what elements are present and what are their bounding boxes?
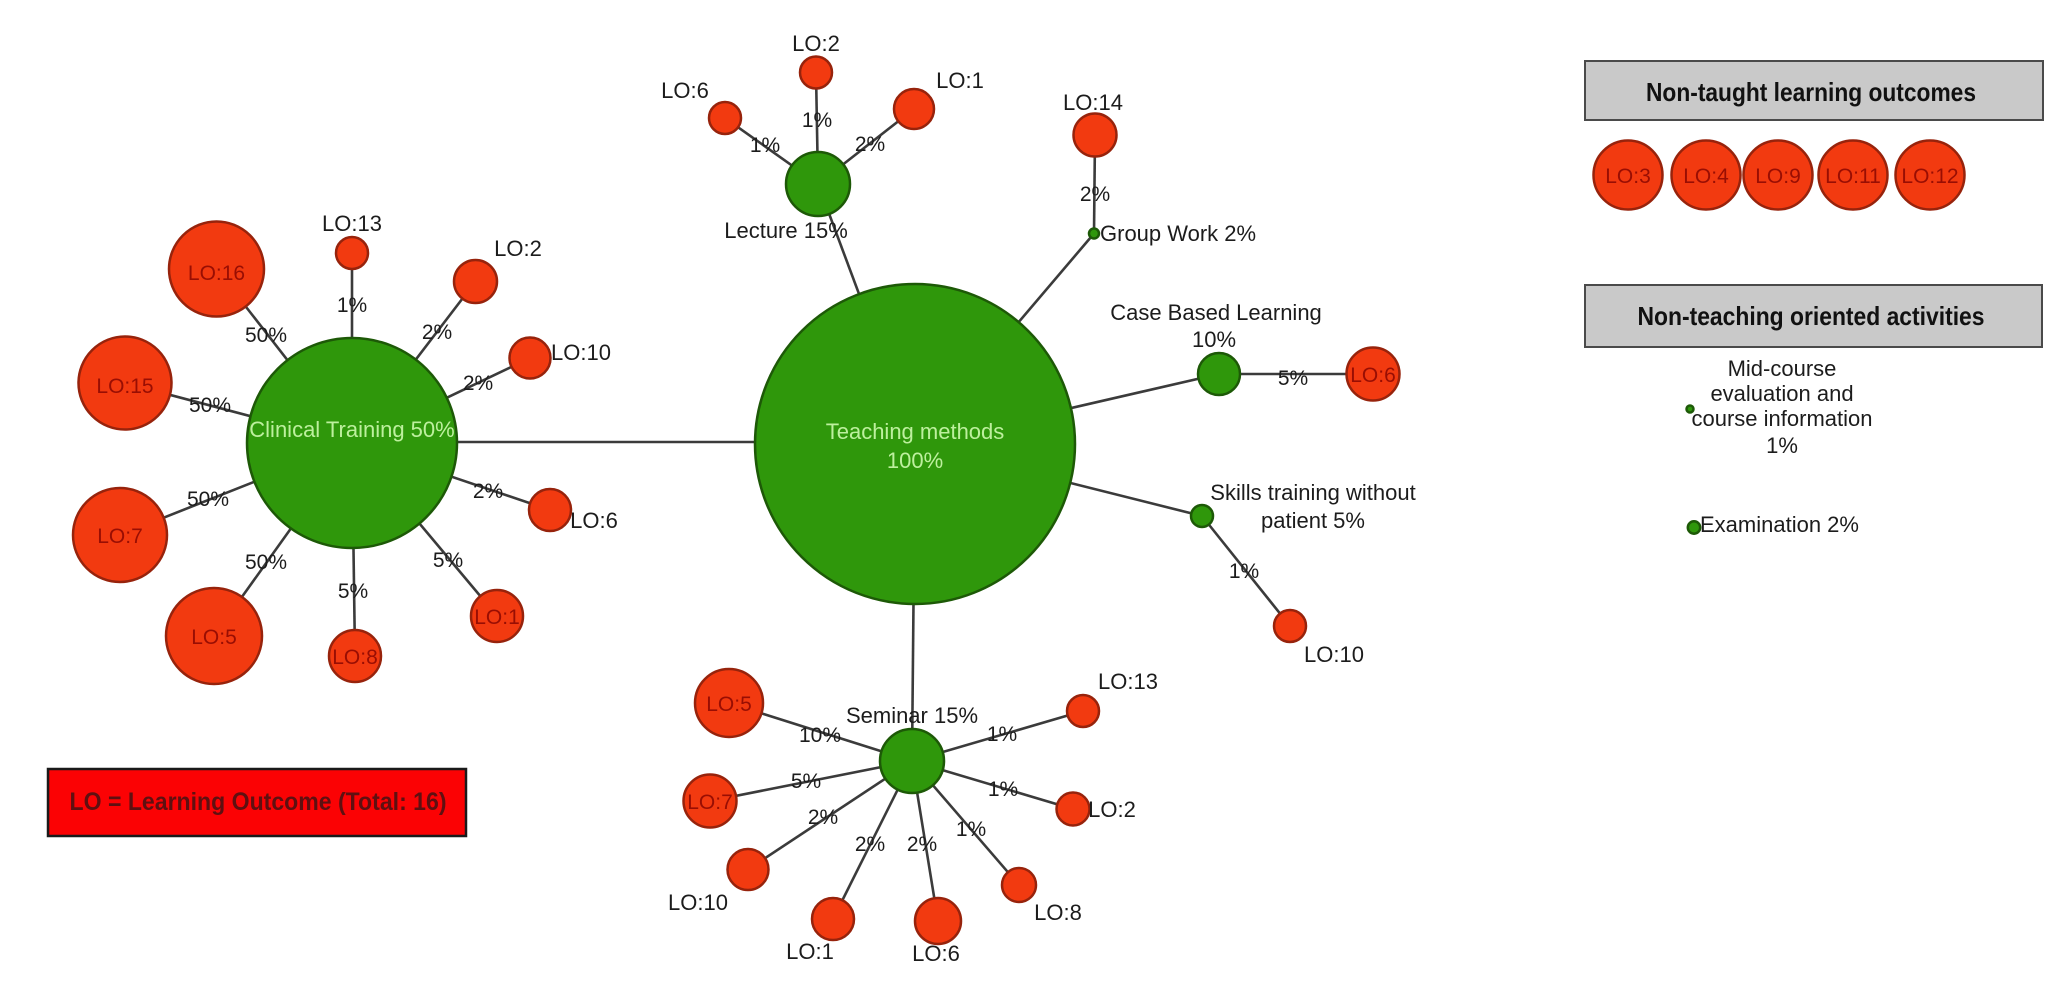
- svg-text:2%: 2%: [463, 372, 493, 395]
- svg-text:Non-taught learning outcomes: Non-taught learning outcomes: [1646, 77, 1976, 107]
- svg-text:Examination 2%: Examination 2%: [1700, 512, 1859, 537]
- svg-text:LO:10: LO:10: [551, 340, 611, 365]
- svg-text:2%: 2%: [808, 806, 838, 829]
- svg-text:LO:7: LO:7: [687, 791, 733, 814]
- svg-text:Non-teaching oriented activiti: Non-teaching oriented activities: [1638, 301, 1985, 331]
- svg-text:LO:15: LO:15: [96, 375, 153, 398]
- svg-text:LO:6: LO:6: [570, 508, 618, 533]
- svg-text:LO:10: LO:10: [1304, 642, 1364, 667]
- svg-text:LO:2: LO:2: [494, 236, 542, 261]
- svg-text:LO:1: LO:1: [936, 68, 984, 93]
- svg-text:1%: 1%: [988, 778, 1018, 801]
- svg-text:1%: 1%: [987, 723, 1017, 746]
- svg-text:LO:1: LO:1: [474, 606, 520, 629]
- svg-text:100%: 100%: [887, 448, 943, 473]
- svg-text:5%: 5%: [433, 549, 463, 572]
- svg-text:1%: 1%: [956, 818, 986, 841]
- svg-text:Seminar 15%: Seminar 15%: [846, 703, 978, 728]
- svg-text:LO:5: LO:5: [191, 626, 237, 649]
- svg-text:LO:8: LO:8: [332, 646, 378, 669]
- svg-text:LO:9: LO:9: [1755, 165, 1801, 188]
- svg-text:50%: 50%: [245, 551, 287, 574]
- svg-text:5%: 5%: [791, 770, 821, 793]
- svg-text:5%: 5%: [1278, 367, 1308, 390]
- svg-text:LO:11: LO:11: [1825, 165, 1881, 188]
- svg-text:1%: 1%: [1766, 433, 1798, 458]
- svg-text:5%: 5%: [338, 580, 368, 603]
- svg-text:10%: 10%: [1192, 327, 1236, 352]
- svg-text:LO:1: LO:1: [786, 939, 834, 964]
- svg-text:LO:7: LO:7: [97, 525, 143, 548]
- svg-text:LO:14: LO:14: [1063, 90, 1123, 115]
- svg-text:Group Work 2%: Group Work 2%: [1100, 221, 1256, 246]
- svg-text:2%: 2%: [422, 321, 452, 344]
- svg-text:LO:4: LO:4: [1683, 165, 1729, 188]
- svg-text:patient 5%: patient 5%: [1261, 508, 1365, 533]
- svg-text:50%: 50%: [245, 324, 287, 347]
- svg-text:LO:3: LO:3: [1605, 165, 1651, 188]
- svg-text:2%: 2%: [473, 480, 503, 503]
- svg-text:LO:2: LO:2: [792, 31, 840, 56]
- svg-text:Mid-course: Mid-course: [1728, 356, 1837, 381]
- svg-text:2%: 2%: [1080, 183, 1110, 206]
- svg-text:1%: 1%: [337, 294, 367, 317]
- svg-text:Clinical Training 50%: Clinical Training 50%: [249, 417, 454, 442]
- svg-text:LO:8: LO:8: [1034, 900, 1082, 925]
- svg-text:LO = Learning Outcome (Total:: LO = Learning Outcome (Total: 16): [70, 788, 447, 816]
- svg-text:2%: 2%: [855, 833, 885, 856]
- svg-text:1%: 1%: [750, 134, 780, 157]
- svg-text:10%: 10%: [799, 724, 841, 747]
- svg-text:Lecture 15%: Lecture 15%: [724, 218, 848, 243]
- svg-text:LO:2: LO:2: [1088, 797, 1136, 822]
- svg-text:50%: 50%: [187, 488, 229, 511]
- svg-text:2%: 2%: [907, 833, 937, 856]
- svg-text:1%: 1%: [1229, 560, 1259, 583]
- svg-text:LO:6: LO:6: [1350, 364, 1396, 387]
- svg-text:Case Based Learning: Case Based Learning: [1110, 300, 1322, 325]
- svg-text:LO:10: LO:10: [668, 890, 728, 915]
- svg-text:LO:5: LO:5: [706, 693, 752, 716]
- svg-text:evaluation and: evaluation and: [1710, 381, 1853, 406]
- svg-text:Teaching methods: Teaching methods: [826, 419, 1005, 444]
- svg-text:1%: 1%: [802, 109, 832, 132]
- svg-text:LO:13: LO:13: [322, 211, 382, 236]
- svg-text:LO:6: LO:6: [912, 941, 960, 966]
- svg-text:LO:13: LO:13: [1098, 669, 1158, 694]
- svg-text:course information: course information: [1692, 406, 1873, 431]
- svg-text:LO:6: LO:6: [661, 78, 709, 103]
- svg-text:LO:16: LO:16: [188, 262, 245, 285]
- svg-text:50%: 50%: [189, 394, 231, 417]
- svg-text:Skills training without: Skills training without: [1210, 480, 1415, 505]
- svg-text:LO:12: LO:12: [1901, 165, 1958, 188]
- svg-text:2%: 2%: [855, 133, 885, 156]
